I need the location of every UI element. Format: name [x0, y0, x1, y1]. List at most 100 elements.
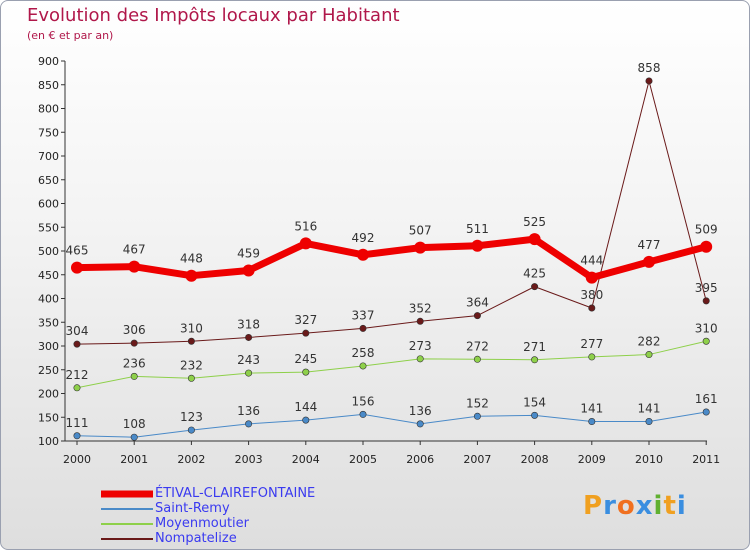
data-point: [702, 337, 710, 345]
y-tick-label: 850: [38, 79, 59, 92]
y-tick-label: 500: [38, 245, 59, 258]
y-tick-label: 400: [38, 293, 59, 306]
data-point: [73, 384, 81, 392]
x-tick-label: 2009: [578, 453, 606, 466]
data-point: [130, 372, 138, 380]
data-point: [645, 77, 653, 85]
series-line-0: [73, 235, 710, 282]
data-label: 212: [66, 368, 89, 382]
data-point: [528, 233, 541, 246]
data-label: 271: [523, 340, 546, 354]
data-point: [645, 418, 653, 426]
data-label: 111: [66, 416, 89, 430]
data-point: [702, 408, 710, 416]
data-point: [645, 351, 653, 359]
data-point: [187, 426, 195, 434]
data-point: [357, 248, 369, 261]
data-point: [531, 411, 539, 419]
data-point: [302, 416, 310, 424]
data-point: [245, 333, 253, 341]
data-label: 511: [466, 222, 489, 236]
data-label: 306: [123, 323, 146, 337]
data-point: [302, 329, 310, 337]
data-label: 141: [580, 402, 603, 416]
logo-letter: i: [676, 491, 687, 521]
data-point: [473, 355, 481, 363]
data-point: [531, 356, 539, 364]
data-point: [299, 237, 312, 250]
chart-subtitle: (en € et par an): [27, 29, 114, 42]
data-label: 448: [180, 252, 203, 266]
data-point: [414, 241, 427, 254]
data-label: 304: [66, 324, 89, 338]
logo-letter: x: [635, 491, 654, 521]
data-label: 477: [638, 238, 661, 252]
y-tick-label: 200: [38, 388, 59, 401]
data-point: [242, 264, 255, 277]
data-label: 136: [409, 404, 432, 418]
data-label: 236: [123, 356, 146, 370]
y-tick-label: 550: [38, 221, 59, 234]
y-tick-label: 600: [38, 198, 59, 211]
legend-swatch: [101, 490, 153, 498]
data-point: [531, 283, 539, 291]
logo-letter: i: [653, 491, 664, 521]
data-label: 161: [695, 392, 718, 406]
data-point: [245, 420, 253, 428]
data-label: 459: [237, 246, 260, 260]
legend-swatch: [101, 523, 153, 525]
data-point: [185, 269, 198, 282]
data-point: [416, 317, 424, 325]
y-tick-label: 350: [38, 316, 59, 329]
y-tick-label: 900: [38, 55, 59, 68]
data-point: [416, 355, 424, 363]
data-label: 282: [638, 335, 661, 349]
data-label: 327: [294, 313, 317, 327]
logo-letter: P: [583, 491, 604, 521]
data-label: 364: [466, 296, 489, 310]
data-point: [359, 410, 367, 418]
logo-letter: t: [663, 491, 677, 521]
x-tick-label: 2003: [235, 453, 263, 466]
data-point: [73, 432, 81, 440]
chart-title: Evolution des Impôts locaux par Habitant: [27, 5, 400, 26]
data-point: [471, 239, 484, 252]
data-point: [187, 374, 195, 382]
data-point: [359, 362, 367, 370]
data-point: [473, 312, 481, 320]
x-tick-label: 2006: [406, 453, 434, 466]
data-label: 123: [180, 410, 203, 424]
data-label: 507: [409, 224, 432, 238]
data-label: 272: [466, 339, 489, 353]
data-point: [71, 261, 83, 274]
data-label: 465: [66, 244, 89, 258]
data-point: [130, 433, 138, 441]
data-label: 273: [409, 339, 432, 353]
proxiti-logo: Proxiti: [583, 491, 687, 521]
data-label: 277: [580, 337, 603, 351]
legend-label: Nompatelize: [155, 531, 237, 546]
x-tick-label: 2010: [635, 453, 663, 466]
data-label: 141: [638, 402, 661, 416]
data-label: 444: [580, 254, 603, 268]
data-label: 318: [237, 317, 260, 331]
data-label: 136: [237, 404, 260, 418]
data-point: [700, 240, 713, 253]
data-label: 337: [352, 308, 375, 322]
legend-swatch: [101, 538, 153, 540]
data-point: [302, 368, 310, 376]
data-label: 310: [695, 321, 718, 335]
data-point: [643, 255, 655, 268]
data-label: 156: [352, 394, 375, 408]
data-point: [588, 304, 596, 312]
data-label: 144: [294, 400, 317, 414]
data-point: [359, 324, 367, 332]
data-point: [245, 369, 253, 377]
x-tick-label: 2011: [692, 453, 720, 466]
data-label: 243: [237, 353, 260, 367]
x-tick-label: 2004: [292, 453, 320, 466]
data-label: 525: [523, 215, 546, 229]
data-point: [128, 260, 141, 273]
y-tick-label: 300: [38, 340, 59, 353]
